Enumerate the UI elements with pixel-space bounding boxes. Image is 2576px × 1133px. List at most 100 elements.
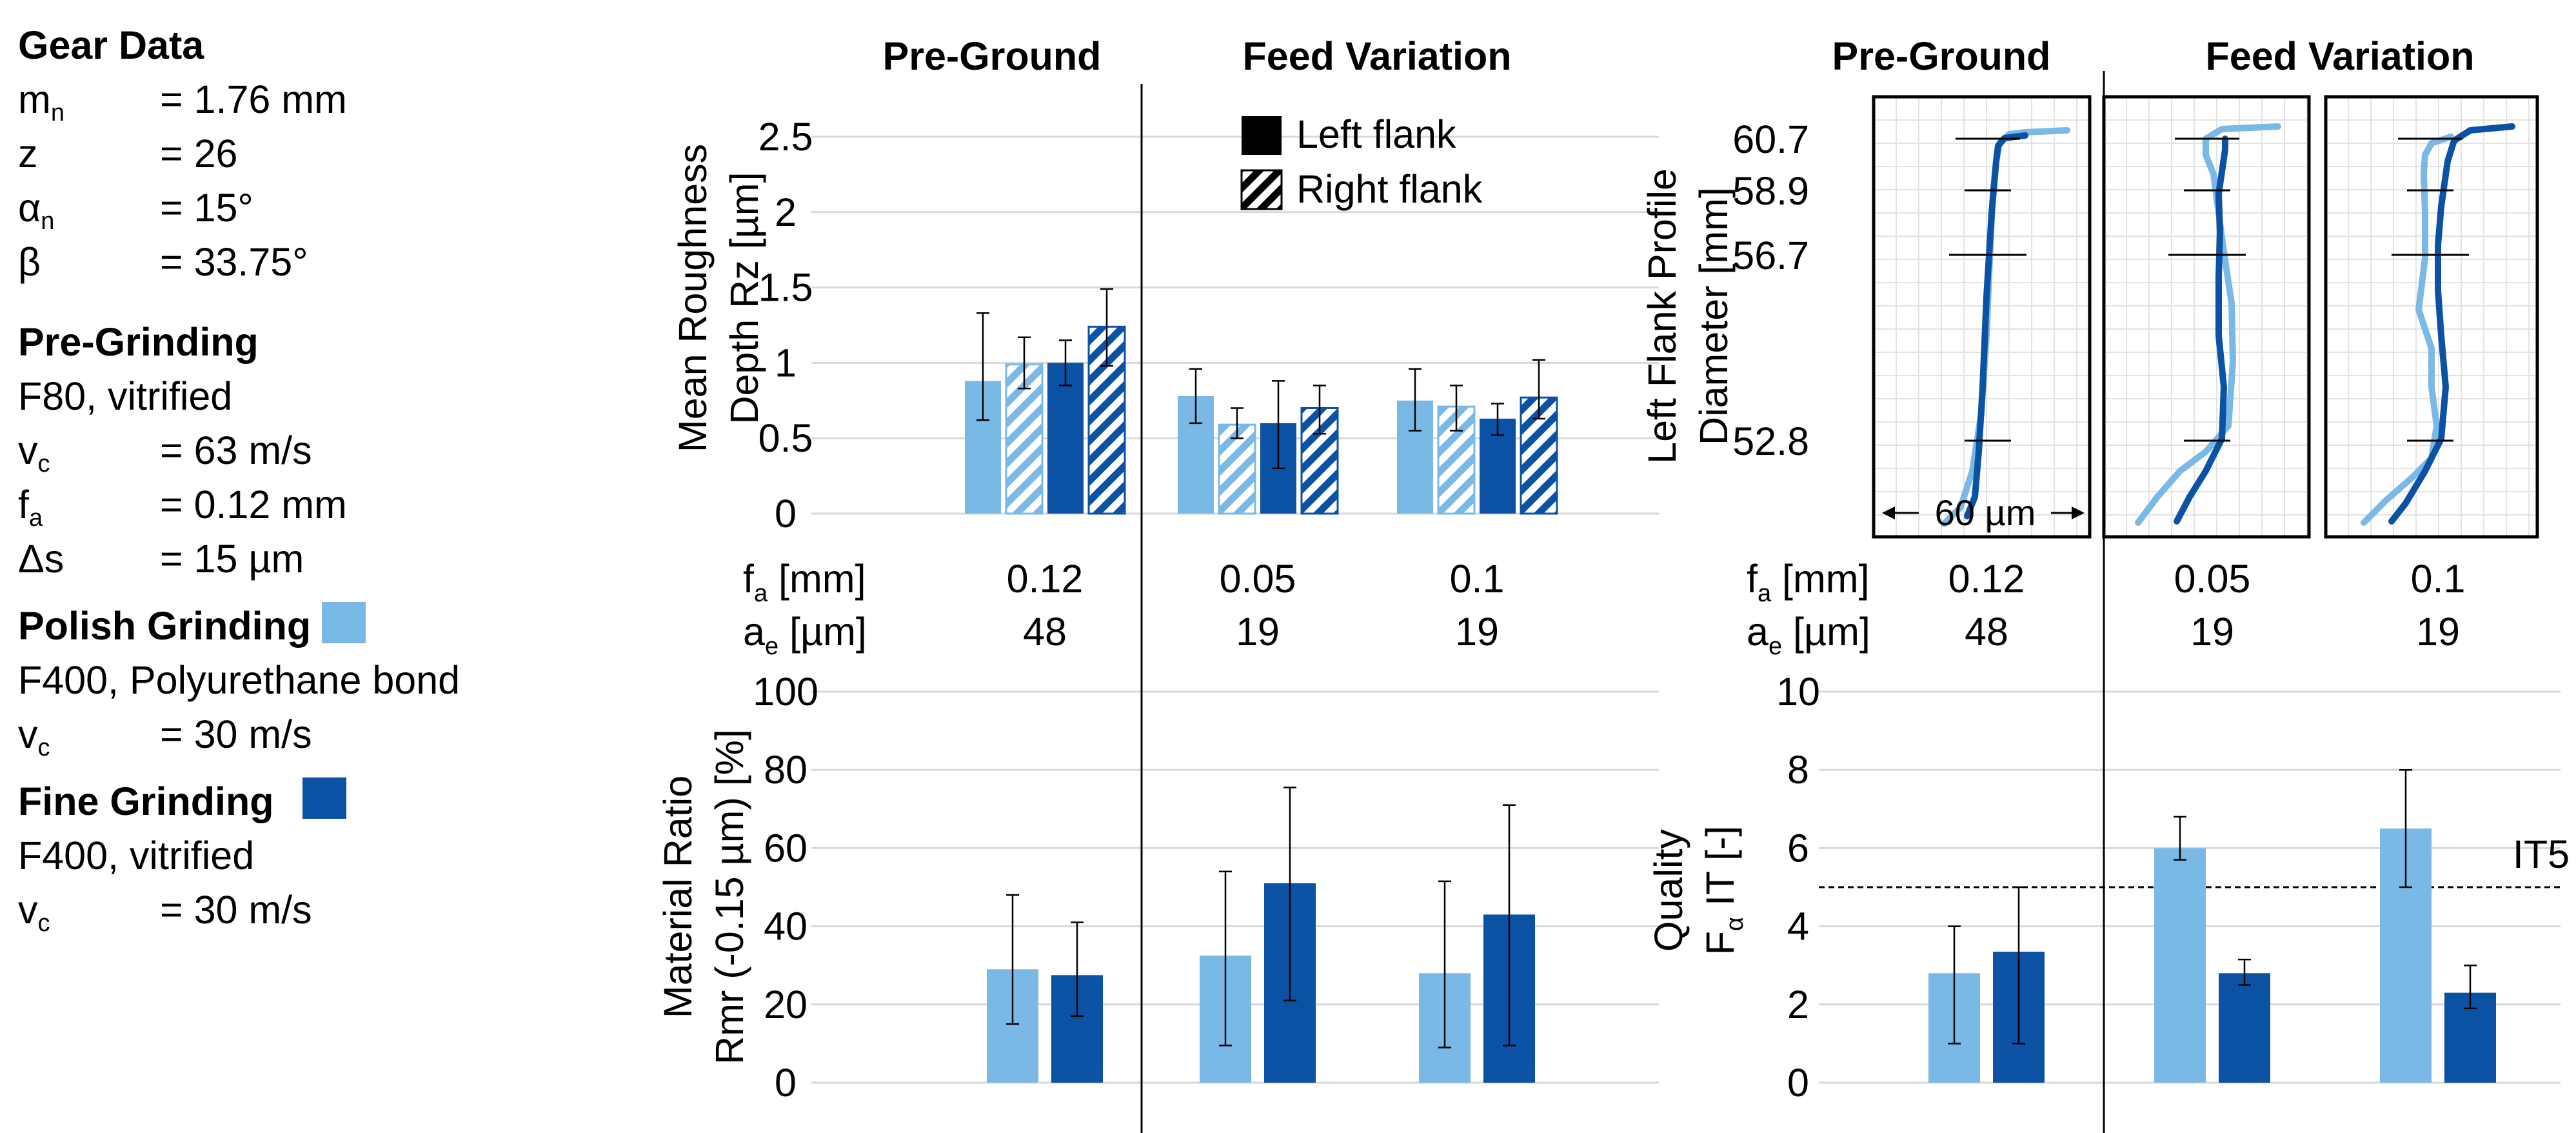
polish-grinding-rows: vc = 30 m/s bbox=[18, 707, 599, 761]
param-symbol: Δs bbox=[18, 537, 64, 581]
fine-grinding-heading: Fine Grinding bbox=[18, 774, 599, 828]
profile-fine-line bbox=[1964, 132, 2028, 519]
roughness-x-row-label-fa: fa [mm] bbox=[743, 557, 866, 607]
roughness-category-ae: 19 bbox=[1236, 610, 1280, 654]
polish-grinding-param-row: vc = 30 m/s bbox=[18, 707, 599, 761]
roughness-bar bbox=[1218, 423, 1256, 515]
profile-scale-label: 60 µm bbox=[1935, 492, 2036, 533]
profile-fine-line bbox=[2388, 123, 2515, 525]
quality-y-tick-label: 4 bbox=[1787, 905, 1809, 948]
quality-y-tick-label: 8 bbox=[1787, 748, 1809, 792]
quality-bar bbox=[2154, 848, 2206, 1083]
profile-category-ae: 19 bbox=[2190, 610, 2234, 654]
profile-category-fa: 0.12 bbox=[1948, 557, 2025, 601]
profile-panel-1 bbox=[1872, 95, 2092, 539]
roughness-category-ae: 48 bbox=[1023, 610, 1067, 654]
fine-grinding-title: Fine Grinding bbox=[18, 779, 274, 823]
profile-diameter-tick-label: 60.7 bbox=[1732, 117, 1809, 161]
roughness-group-title: Feed Variation bbox=[1243, 34, 1512, 78]
roughness-y-tick-label: 2.5 bbox=[758, 115, 813, 159]
roughness-x-row-label-ae: ae [µm] bbox=[743, 610, 867, 660]
profile-panel-3 bbox=[2324, 95, 2539, 539]
fine-color-swatch bbox=[302, 777, 347, 819]
param-symbol: vc bbox=[18, 888, 50, 937]
roughness-y-tick-label: 0 bbox=[775, 492, 797, 536]
gear-data-heading: Gear Data bbox=[18, 23, 204, 67]
gear-param-row: αn = 15° bbox=[18, 181, 599, 235]
profile-diameter-tick-label: 58.9 bbox=[1732, 169, 1809, 213]
pre-grinding-rows: vc = 63 m/s fa = 0.12 mm Δs = 15 µm bbox=[18, 423, 599, 586]
profile-polish-line bbox=[2361, 134, 2454, 526]
material-ratio-y-tick-label: 100 bbox=[753, 670, 818, 714]
gear-param-row: β = 33.75° bbox=[18, 235, 599, 289]
material-ratio-y-tick-label: 60 bbox=[764, 826, 807, 870]
param-value: = 0.12 mm bbox=[160, 483, 347, 526]
fine-grinding-rows: vc = 30 m/s bbox=[18, 883, 599, 937]
profile-category-fa: 0.05 bbox=[2174, 557, 2251, 601]
profile-x-row-label-ae: ae [µm] bbox=[1747, 610, 1870, 660]
profile-category-fa: 0.1 bbox=[2411, 557, 2466, 601]
param-value: = 63 m/s bbox=[160, 428, 312, 472]
material-ratio-y-tick-label: 0 bbox=[775, 1061, 797, 1105]
pre-grinding-param-row: vc = 63 m/s bbox=[18, 423, 599, 477]
roughness-y-axis-label: Depth Rz [µm] bbox=[722, 172, 766, 424]
roughness-category-fa: 0.12 bbox=[1007, 557, 1084, 601]
param-value: = 1.76 mm bbox=[160, 77, 347, 121]
quality-reference-label: IT5 bbox=[2513, 832, 2570, 876]
material-ratio-y-tick-label: 20 bbox=[764, 983, 807, 1027]
roughness-group-title: Pre-Ground bbox=[883, 34, 1102, 78]
param-symbol: vc bbox=[18, 428, 50, 477]
legend-left-flank-label: Left flank bbox=[1296, 112, 1456, 156]
roughness-y-tick-label: 1.5 bbox=[758, 266, 813, 310]
material-ratio-y-tick-label: 40 bbox=[764, 905, 807, 948]
param-symbol: β bbox=[18, 240, 41, 284]
polish-grinding-title: Polish Grinding bbox=[18, 604, 312, 648]
material-ratio-y-tick-label: 80 bbox=[764, 748, 807, 792]
quality-y-tick-label: 10 bbox=[1776, 670, 1820, 714]
polish-grinding-spec: F400, Polyurethane bond bbox=[18, 658, 461, 702]
roughness-y-tick-label: 2 bbox=[775, 190, 797, 234]
pre-grinding-param-row: Δs = 15 µm bbox=[18, 532, 599, 586]
fine-grinding-spec: F400, vitrified bbox=[18, 834, 255, 877]
profile-category-ae: 19 bbox=[2416, 610, 2460, 654]
legend-right-flank-swatch bbox=[1240, 169, 1283, 210]
profile-category-ae: 48 bbox=[1965, 610, 2008, 654]
param-symbol: vc bbox=[18, 712, 50, 761]
roughness-y-axis-label: Mean Roughness bbox=[671, 144, 715, 452]
legend-left-flank-swatch bbox=[1242, 116, 1282, 155]
profile-panel-frame bbox=[2324, 95, 2539, 539]
param-symbol: z bbox=[18, 132, 38, 175]
material-ratio-y-axis-label: Rmr (-0.15 µm) [%] bbox=[708, 729, 751, 1065]
roughness-y-tick-label: 0.5 bbox=[758, 416, 813, 460]
profile-diameter-tick-label: 52.8 bbox=[1732, 419, 1809, 463]
profile-y-axis-label: Left Flank Profile bbox=[1640, 168, 1684, 464]
profile-x-row-label-fa: fa [mm] bbox=[1747, 557, 1870, 607]
roughness-category-fa: 0.05 bbox=[1220, 557, 1296, 601]
profile-fine-line bbox=[2174, 135, 2228, 525]
quality-y-tick-label: 6 bbox=[1787, 826, 1809, 870]
gear-param-row: mn = 1.76 mm bbox=[18, 72, 599, 126]
profile-diameter-tick-label: 56.7 bbox=[1732, 234, 1809, 277]
pre-grinding-param-row: fa = 0.12 mm bbox=[18, 477, 599, 532]
profile-group-title: Pre-Ground bbox=[1832, 34, 2051, 78]
roughness-category-ae: 19 bbox=[1455, 610, 1499, 654]
fine-grinding-param-row: vc = 30 m/s bbox=[18, 883, 599, 937]
param-value: = 15 µm bbox=[160, 537, 304, 581]
profile-polish-line bbox=[2135, 123, 2281, 526]
quality-y-axis-label: Quality bbox=[1647, 829, 1690, 952]
param-value: = 30 m/s bbox=[160, 888, 312, 932]
profile-group-title: Feed Variation bbox=[2206, 34, 2475, 78]
quality-y-tick-label: 0 bbox=[1787, 1061, 1809, 1105]
param-symbol: αn bbox=[18, 186, 55, 235]
param-symbol: fa bbox=[18, 483, 43, 532]
roughness-category-fa: 0.1 bbox=[1450, 557, 1505, 601]
polish-grinding-heading: Polish Grinding bbox=[18, 599, 599, 653]
pre-grinding-spec: F80, vitrified bbox=[18, 374, 233, 418]
gear-param-row: z = 26 bbox=[18, 126, 599, 181]
param-value: = 26 bbox=[160, 132, 238, 175]
pre-grinding-heading: Pre-Grinding bbox=[18, 320, 259, 364]
legend-right-flank-label: Right flank bbox=[1296, 167, 1483, 211]
param-symbol: mn bbox=[18, 77, 64, 126]
quality-y-axis-label: Fα IT [-] bbox=[1698, 826, 1749, 955]
